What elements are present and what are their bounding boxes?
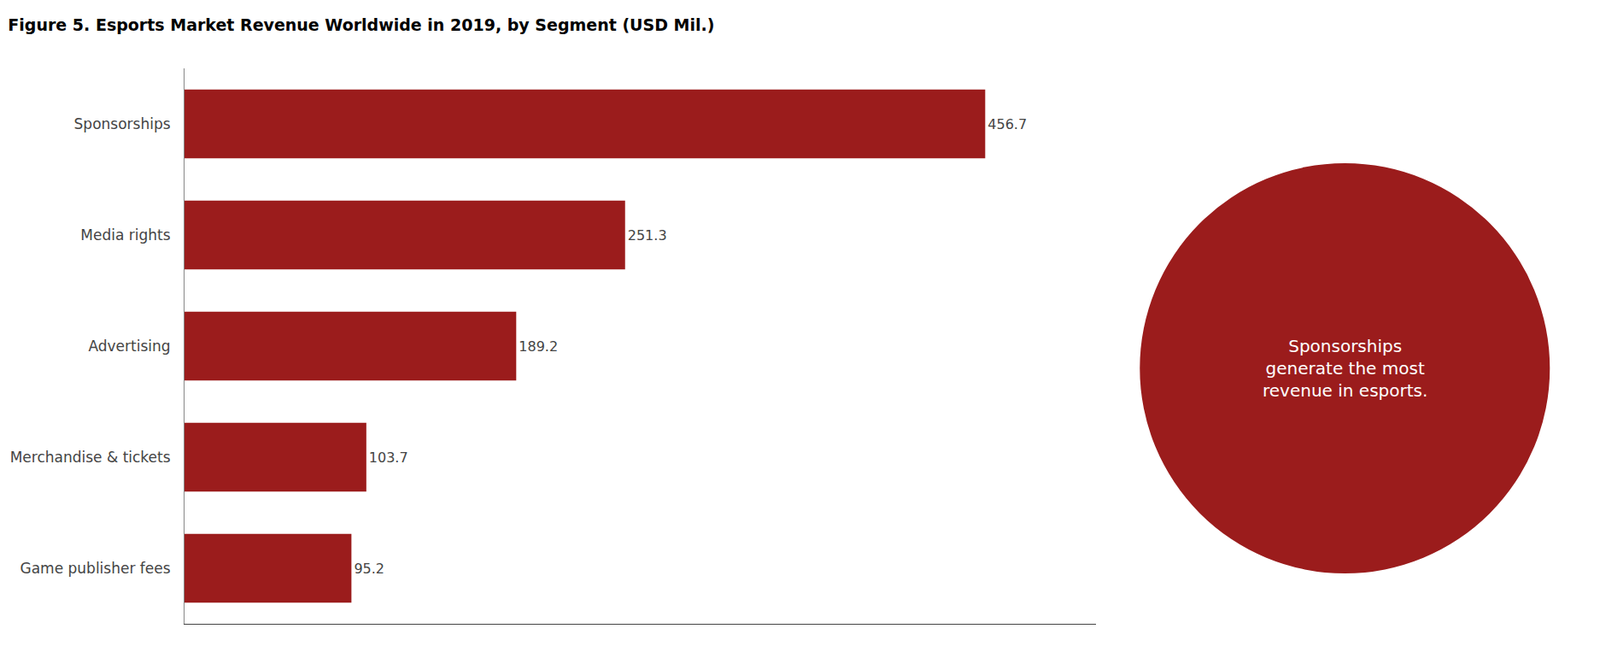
svg-text:103.7: 103.7: [369, 449, 409, 466]
svg-text:Sponsorships: Sponsorships: [74, 115, 171, 133]
svg-text:456.7: 456.7: [987, 116, 1027, 133]
svg-text:Game publisher fees: Game publisher fees: [20, 559, 171, 577]
svg-text:95.2: 95.2: [353, 560, 385, 577]
svg-text:Merchandise & tickets: Merchandise & tickets: [10, 448, 171, 466]
svg-text:Sponsorshipsgenerate the mostr: Sponsorshipsgenerate the mostrevenue in …: [1262, 335, 1428, 401]
svg-text:189.2: 189.2: [518, 338, 558, 355]
svg-text:Figure 5. Esports Market Reven: Figure 5. Esports Market Revenue Worldwi…: [7, 15, 715, 35]
svg-text:Media rights: Media rights: [80, 226, 170, 244]
svg-text:Advertising: Advertising: [87, 337, 170, 355]
svg-text:251.3: 251.3: [627, 227, 668, 244]
